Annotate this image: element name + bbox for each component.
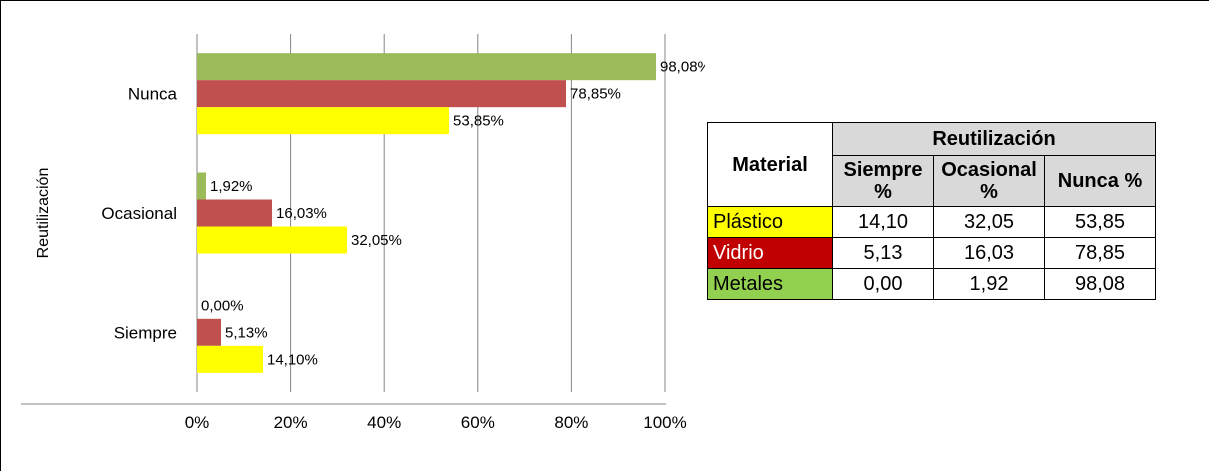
data-table: Material Reutilización Siempre % Ocasion… [707, 122, 1156, 300]
data-label: 16,03% [276, 205, 327, 222]
table-row: Plástico 14,10 32,05 53,85 [707, 206, 1156, 238]
category-label: Ocasional [101, 204, 177, 223]
x-tick-label: 100% [643, 413, 686, 432]
value-cell: 14,10 [832, 206, 934, 238]
bar [197, 199, 273, 227]
header-col-siempre: Siempre % [832, 155, 934, 207]
value-cell: 53,85 [1044, 206, 1156, 238]
frame-top-border [0, 0, 1209, 1]
category-label: Nunca [128, 85, 178, 104]
value-cell: 78,85 [1044, 237, 1156, 269]
table-header-row-1: Material Reutilización [707, 122, 1156, 207]
data-label: 53,85% [453, 113, 504, 130]
x-tick-label: 0% [185, 413, 210, 432]
material-cell-metales: Metales [707, 268, 833, 300]
value-cell: 5,13 [832, 237, 934, 269]
bar [197, 107, 450, 135]
material-cell-plastico: Plástico [707, 206, 833, 238]
value-cell: 32,05 [933, 206, 1045, 238]
header-col-nunca: Nunca % [1044, 155, 1156, 207]
bar [197, 226, 347, 254]
header-material: Material [707, 122, 833, 207]
category-label: Siempre [114, 323, 177, 342]
header-col-ocasional: Ocasional % [933, 155, 1045, 207]
table-row: Vidrio 5,13 16,03 78,85 [707, 237, 1156, 269]
x-tick-label: 40% [367, 413, 401, 432]
bar [197, 172, 206, 200]
data-label: 5,13% [225, 324, 268, 341]
value-cell: 0,00 [832, 268, 934, 300]
value-cell: 16,03 [933, 237, 1045, 269]
bar [197, 53, 657, 81]
data-label: 32,05% [351, 232, 402, 249]
value-cell: 98,08 [1044, 268, 1156, 300]
bar [197, 80, 567, 108]
table-header-row-2: Siempre % Ocasional % Nunca % [708, 155, 1156, 207]
data-label: 14,10% [267, 351, 318, 368]
data-label: 78,85% [570, 86, 621, 103]
table-row: Metales 0,00 1,92 98,08 [707, 268, 1156, 300]
y-axis-title: Reutilización [35, 168, 52, 259]
value-cell: 1,92 [933, 268, 1045, 300]
data-label: 98,08% [660, 59, 705, 76]
bar-chart: 0% 20% 40% 60% 80% 100% Siempre 0,00% 5,13% 14,10… [10, 12, 705, 472]
chart-svg: 0% 20% 40% 60% 80% 100% Siempre 0,00% 5,13% 14,10… [21, 34, 705, 432]
bar [197, 318, 222, 346]
data-label: 1,92% [210, 178, 253, 195]
data-label: 0,00% [201, 297, 244, 314]
x-tick-label: 20% [274, 413, 308, 432]
x-tick-label: 60% [461, 413, 495, 432]
header-reutilizacion: Reutilización [832, 122, 1156, 156]
frame-left-border [0, 0, 1, 471]
x-tick-label: 80% [554, 413, 588, 432]
bar [197, 345, 263, 373]
material-cell-vidrio: Vidrio [707, 237, 833, 269]
